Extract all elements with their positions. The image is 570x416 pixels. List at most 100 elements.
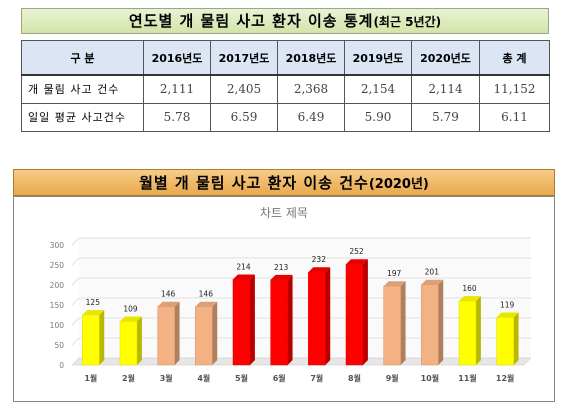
bar-side	[325, 267, 331, 365]
table-cell: 2,154	[344, 74, 412, 104]
gridline	[71, 237, 531, 246]
bar-side	[99, 310, 105, 365]
bar	[496, 317, 514, 366]
data-label: 201	[425, 268, 440, 277]
table-cell: 5.90	[344, 102, 412, 132]
data-label: 119	[500, 300, 515, 309]
x-tick-label: 11월	[458, 373, 477, 383]
chart-banner-subtitle: (2020년)	[368, 177, 429, 192]
row-label: 일일 평균 사고건수	[21, 102, 144, 132]
table-cell: 6.59	[210, 102, 278, 132]
stats-banner: 연도별 개 물림 사고 환자 이송 통계(최근 5년간)	[21, 8, 549, 34]
bar-side	[212, 301, 218, 365]
x-tick-label: 7월	[310, 373, 323, 383]
table-row: 개 물림 사고 건수 2,111 2,405 2,368 2,154 2,114…	[21, 74, 550, 104]
chart-banner-title: 월별 개 물림 사고 환자 이송 건수	[139, 174, 369, 192]
bar-top	[383, 281, 406, 287]
data-label: 125	[86, 298, 101, 307]
x-tick-label: 8월	[348, 373, 361, 383]
bar-top	[195, 301, 218, 307]
chart-title: 차트 제목	[260, 206, 308, 220]
gridline	[71, 317, 531, 326]
row-label: 개 물림 사고 건수	[21, 74, 144, 104]
bar-side	[287, 274, 293, 365]
gridline	[71, 357, 531, 366]
x-tick-label: 4월	[197, 373, 210, 383]
gridline	[71, 257, 531, 266]
data-label: 146	[199, 290, 214, 299]
table-header-cell: 2016년도	[143, 40, 211, 76]
bar-side	[137, 316, 142, 365]
y-tick-label: 100	[50, 321, 65, 330]
bar	[82, 314, 100, 366]
chart-banner: 월별 개 물림 사고 환자 이송 건수(2020년)	[13, 169, 555, 196]
x-tick-label: 2월	[122, 373, 135, 383]
x-tick-label: 1월	[84, 373, 97, 383]
bar	[119, 321, 138, 366]
data-label: 214	[236, 262, 251, 271]
table-cell: 2,405	[210, 74, 278, 104]
table-cell: 11,152	[479, 74, 550, 104]
table-header-cell: 2017년도	[210, 40, 278, 76]
bar	[195, 306, 213, 366]
banner-subtitle: (최근 5년간)	[373, 15, 442, 29]
bar	[345, 263, 364, 366]
y-tick-label: 300	[50, 241, 65, 250]
x-tick-label: 6월	[273, 373, 286, 383]
data-label: 232	[312, 255, 327, 264]
y-tick-label: 150	[50, 301, 65, 310]
bar-top	[308, 267, 331, 273]
data-label: 109	[123, 304, 138, 313]
bar-top	[496, 312, 519, 318]
bar	[458, 300, 477, 366]
data-label: 146	[161, 290, 176, 299]
table-header-row: 구 분 2016년도 2017년도 2018년도 2019년도 2020년도 총…	[21, 40, 550, 76]
bar-side	[476, 296, 481, 365]
table-row: 일일 평균 사고건수 5.78 6.59 6.49 5.90 5.79 6.11	[21, 102, 550, 132]
x-tick-label: 12월	[496, 373, 514, 383]
bar-side	[363, 259, 368, 365]
banner-title: 연도별 개 물림 사고 환자 이송 통계	[128, 12, 374, 30]
bar-top	[459, 296, 481, 301]
y-tick-label: 250	[50, 261, 65, 270]
chart-panel: 차트 제목 0 50 100 150 200 250 300 125 1월 109 2월 146 3월…	[13, 196, 555, 402]
bar-side	[438, 279, 444, 365]
table-header-cell: 총 계	[479, 40, 550, 76]
table-cell: 2,114	[411, 74, 480, 104]
x-tick-label: 3월	[160, 373, 173, 383]
data-label: 160	[462, 284, 477, 293]
gridline	[71, 277, 531, 286]
bar	[232, 279, 251, 366]
data-label: 197	[387, 269, 402, 278]
bar-top	[346, 259, 368, 265]
bar-side	[174, 301, 180, 365]
gridline	[71, 337, 531, 346]
data-label: 252	[349, 247, 364, 256]
bar-side	[400, 281, 406, 365]
table-cell: 5.79	[411, 102, 480, 132]
table-header-cell: 구 분	[21, 40, 144, 76]
x-tick-label: 9월	[386, 373, 399, 383]
table-cell: 2,368	[277, 74, 345, 104]
gridline	[71, 297, 531, 306]
bar-top	[157, 301, 180, 307]
bar	[157, 306, 175, 366]
bar	[383, 285, 401, 366]
table-header-cell: 2020년도	[411, 40, 480, 76]
bar-side	[513, 312, 519, 365]
y-tick-label: 0	[59, 361, 64, 370]
bar-top	[82, 310, 105, 315]
table-header-cell: 2018년도	[277, 40, 345, 76]
table-cell: 6.49	[277, 102, 345, 132]
x-tick-label: 10월	[421, 373, 440, 383]
bar	[270, 279, 288, 366]
bar-top	[421, 279, 444, 285]
table-cell: 6.11	[479, 102, 550, 132]
bar	[308, 271, 326, 366]
y-tick-label: 50	[54, 341, 64, 350]
bar-top	[120, 316, 142, 322]
data-label: 213	[274, 263, 289, 272]
x-tick-label: 5월	[235, 373, 248, 383]
stats-table: 구 분 2016년도 2017년도 2018년도 2019년도 2020년도 총…	[21, 40, 550, 132]
bar-side	[250, 274, 255, 365]
